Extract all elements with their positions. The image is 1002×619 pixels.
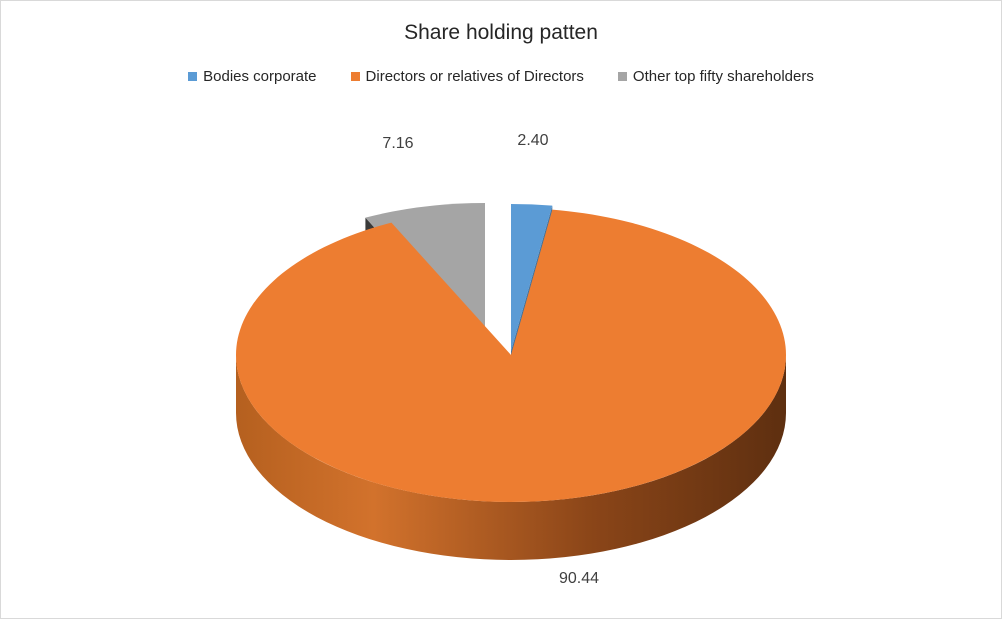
legend-item-other-top-fifty: Other top fifty shareholders [617, 68, 814, 85]
data-label-bodies-corporate: 2.40 [517, 132, 548, 149]
slice-bodies-corporate-top [511, 204, 553, 351]
legend-swatch [188, 72, 198, 81]
legend-swatch [617, 72, 627, 81]
legend-label: Other top fifty shareholders [632, 68, 814, 85]
chart-legend: Bodies corporate Directors or relatives … [1, 68, 1001, 85]
legend-label: Bodies corporate [203, 68, 317, 85]
data-label-directors: 90.44 [559, 570, 599, 587]
legend-swatch [350, 72, 360, 81]
data-label-other-top-fifty: 7.16 [382, 135, 413, 152]
chart-title: Share holding patten [404, 21, 598, 44]
legend-item-directors: Directors or relatives of Directors [350, 68, 584, 85]
legend-label: Directors or relatives of Directors [365, 68, 584, 85]
slice-directors-side-0 [236, 355, 786, 560]
slice-directors-top [235, 209, 786, 502]
legend-item-bodies-corporate: Bodies corporate [188, 68, 317, 85]
